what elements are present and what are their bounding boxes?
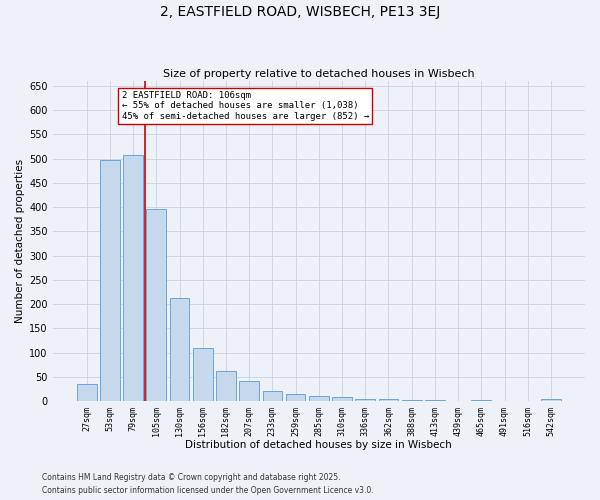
Y-axis label: Number of detached properties: Number of detached properties (15, 159, 25, 323)
Bar (355, 398, 375, 401)
X-axis label: Distribution of detached houses by size in Wisbech: Distribution of detached houses by size … (185, 440, 452, 450)
Bar (123, 155, 143, 401)
Bar (379, 399, 398, 401)
Bar (193, 348, 212, 401)
Text: 2 EASTFIELD ROAD: 106sqm
← 55% of detached houses are smaller (1,038)
45% of sem: 2 EASTFIELD ROAD: 106sqm ← 55% of detach… (122, 91, 369, 120)
Text: 2, EASTFIELD ROAD, WISBECH, PE13 3EJ: 2, EASTFIELD ROAD, WISBECH, PE13 3EJ (160, 5, 440, 19)
Bar (541, 399, 561, 401)
Text: Contains HM Land Registry data © Crown copyright and database right 2025.
Contai: Contains HM Land Registry data © Crown c… (42, 474, 374, 495)
Bar (77, 384, 97, 401)
Bar (239, 380, 259, 401)
Bar (170, 298, 190, 401)
Bar (332, 397, 352, 401)
Bar (263, 391, 282, 401)
Title: Size of property relative to detached houses in Wisbech: Size of property relative to detached ho… (163, 69, 475, 79)
Bar (100, 160, 120, 401)
Bar (309, 396, 329, 401)
Bar (286, 394, 305, 401)
Bar (146, 208, 166, 401)
Bar (216, 372, 236, 401)
